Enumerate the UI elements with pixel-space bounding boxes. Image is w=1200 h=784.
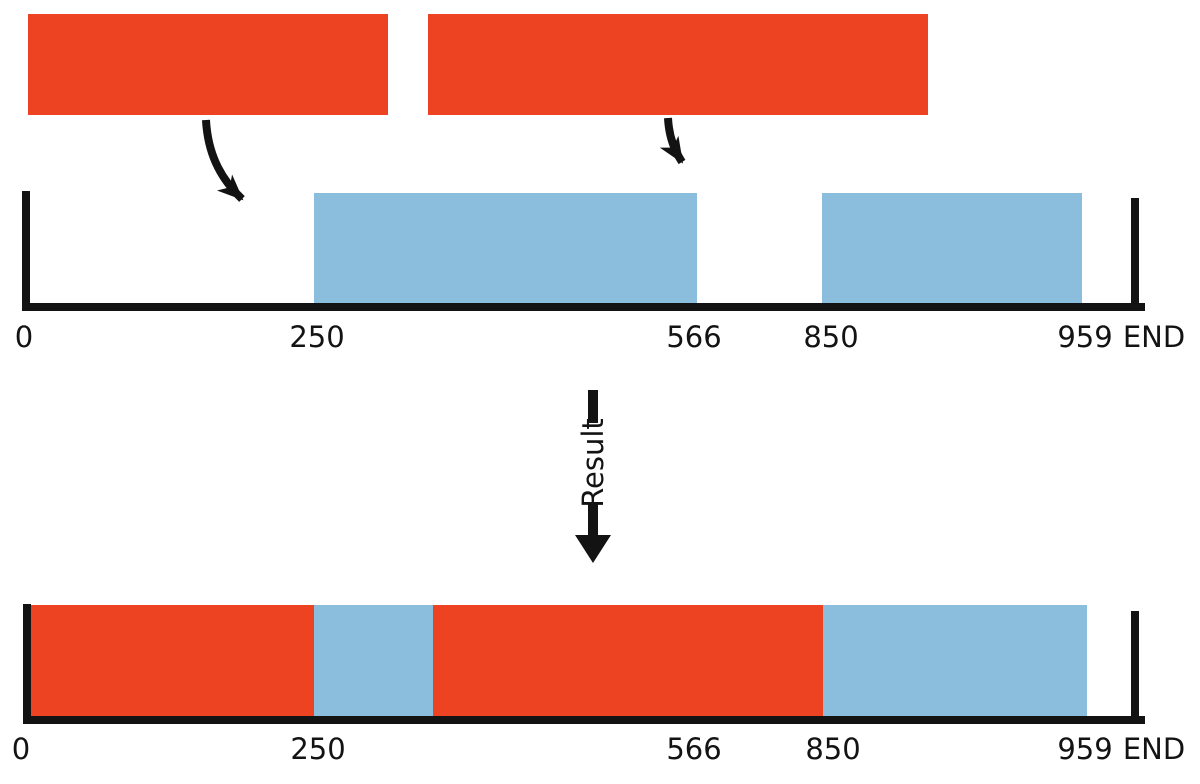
result-arrow-label: Result bbox=[576, 418, 610, 508]
top-existing-extent-1 bbox=[314, 193, 697, 303]
top-axis-baseline bbox=[22, 303, 1145, 311]
result-axis-left-cap bbox=[23, 604, 31, 724]
result-axis-baseline bbox=[23, 716, 1145, 724]
top-tick-959: 959 bbox=[1057, 320, 1113, 354]
curved-arrow-1-icon bbox=[202, 119, 245, 202]
result-segment-red-1 bbox=[31, 605, 314, 716]
result-arrow-shaft-bottom bbox=[588, 504, 598, 536]
result-axis-right-cap bbox=[1131, 611, 1139, 724]
result-arrow-head-icon bbox=[575, 535, 611, 563]
top-tick-850: 850 bbox=[803, 320, 859, 354]
top-tick-0: 0 bbox=[14, 320, 34, 354]
bottom-tick-959: 959 bbox=[1057, 732, 1113, 766]
bottom-tick-250: 250 bbox=[290, 732, 346, 766]
curved-arrow-2-icon bbox=[659, 117, 686, 165]
top-axis-right-cap bbox=[1131, 198, 1139, 311]
bottom-tick-0: 0 bbox=[11, 732, 31, 766]
result-arrow-shaft-top bbox=[588, 390, 598, 423]
result-segment-blue-1 bbox=[314, 605, 433, 716]
top-tick-end: END bbox=[1122, 320, 1186, 354]
new-extent-block-2 bbox=[428, 14, 928, 115]
top-existing-extent-2 bbox=[822, 193, 1082, 303]
result-segment-red-2 bbox=[433, 605, 823, 716]
top-tick-566: 566 bbox=[666, 320, 722, 354]
bottom-tick-566: 566 bbox=[666, 732, 722, 766]
bottom-tick-end: END bbox=[1122, 732, 1186, 766]
top-tick-250: 250 bbox=[289, 320, 345, 354]
result-segment-blue-2 bbox=[823, 605, 1087, 716]
bottom-tick-850: 850 bbox=[805, 732, 861, 766]
new-extent-block-1 bbox=[28, 14, 388, 115]
top-axis-left-cap bbox=[22, 191, 30, 311]
